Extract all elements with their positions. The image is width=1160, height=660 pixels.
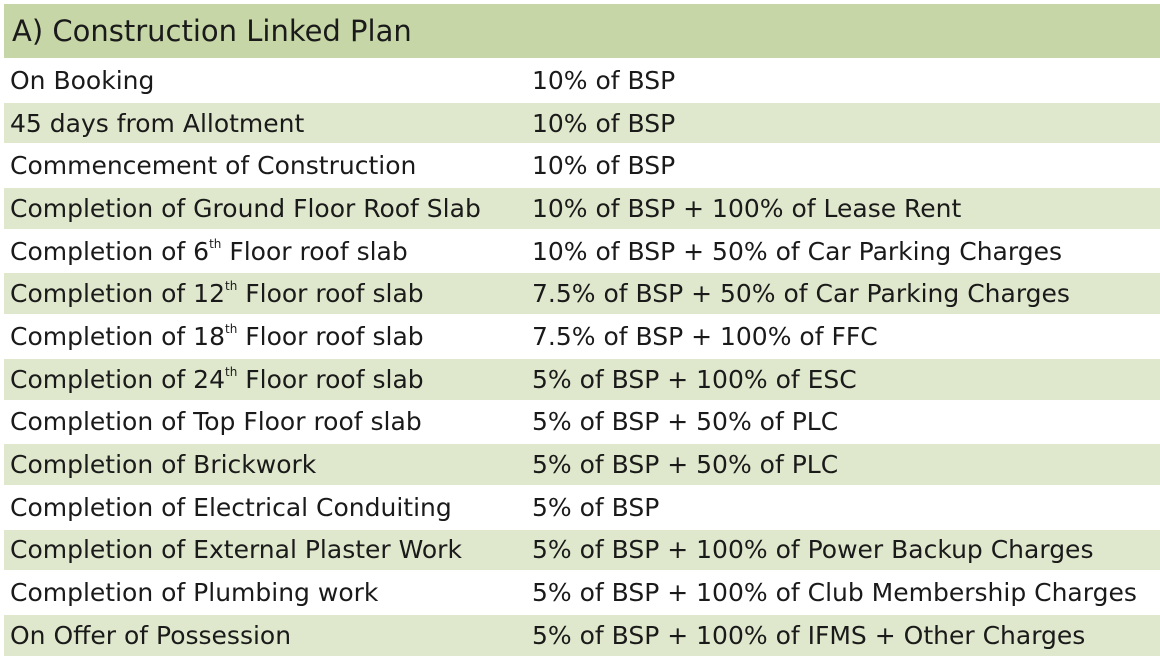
cell-text: 5% of BSP + 50% of PLC [532,407,839,437]
cell-text: On Offer of Possession [10,620,292,650]
cell-text: 10% of BSP [532,151,676,181]
cell-text: 5% of BSP + 50% of PLC [532,450,839,480]
table-row: Completion of 12th Floor roof slab 7.5% o… [4,273,1160,315]
milestone-cell: Commencement of Construction [4,151,524,180]
cell-text: Completion of Electrical Conduiting [10,492,452,522]
payment-cell: 5% of BSP + 50% of PLC [524,407,1160,436]
milestone-cell: 45 days from Allotment [4,109,524,138]
payment-cell: 10% of BSP + 50% of Car Parking Charges [524,237,1160,266]
payment-cell: 5% of BSP + 100% of Club Membership Char… [524,578,1160,607]
payment-cell: 7.5% of BSP + 100% of FFC [524,322,1160,351]
superscript: th [225,321,238,336]
cell-text: 7.5% of BSP + 50% of Car Parking Charges [532,279,1070,309]
superscript: th [225,364,238,379]
table-row: Completion of Ground Floor Roof Slab 10% … [4,188,1160,229]
cell-text: 7.5% of BSP + 100% of FFC [532,321,878,351]
milestone-cell: On Offer of Possession [4,621,524,650]
table-row: On Offer of Possession 5% of BSP + 100% o… [4,614,1160,656]
cell-text: 10% of BSP + 50% of Car Parking Charges [532,236,1062,266]
cell-text: Completion of 6 [10,236,210,266]
cell-text: 45 days from Allotment [10,108,305,138]
table-row: On Booking 10% of BSP [4,60,1160,101]
payment-cell: 10% of BSP [524,109,1160,138]
milestone-cell: Completion of 12th Floor roof slab [4,279,524,308]
payment-cell: 5% of BSP [524,493,1160,522]
cell-text: Completion of Plumbing work [10,578,379,608]
cell-text: Completion of 12 [10,279,225,309]
milestone-cell: Completion of External Plaster Work [4,535,524,564]
cell-text: 10% of BSP [532,65,676,95]
cell-text: 10% of BSP [532,108,676,138]
payment-plan-table: A) Construction Linked Plan On Booking 10… [4,4,1160,660]
payment-cell: 5% of BSP + 100% of ESC [524,365,1160,394]
cell-text: 10% of BSP + 100% of Lease Rent [532,193,962,223]
payment-cell: 5% of BSP + 100% of Power Backup Charges [524,535,1160,564]
table-row: Completion of Brickwork 5% of BSP + 50% o… [4,444,1160,485]
milestone-cell: Completion of 6th Floor roof slab [4,237,524,266]
milestone-cell: Completion of 18th Floor roof slab [4,322,524,351]
superscript: th [209,236,222,251]
payment-cell: 10% of BSP [524,66,1160,95]
table-row: Completion of Top Floor roof slab 5% of B… [4,402,1160,443]
cell-text: On Booking [10,65,155,95]
table-row: Completion of Plumbing work 5% of BSP + 1… [4,572,1160,613]
cell-text: Floor roof slab [237,321,424,351]
table-row: Completion of 18th Floor roof slab 7.5% o… [4,316,1160,357]
table-row: Completion of 6th Floor roof slab 10% of … [4,231,1160,272]
cell-text: Completion of 18 [10,321,225,351]
cell-text: 5% of BSP + 100% of Club Membership Char… [532,578,1137,608]
milestone-cell: Completion of 24th Floor roof slab [4,365,524,394]
cell-text: Floor roof slab [221,236,408,266]
milestone-cell: On Booking [4,66,524,95]
table-row: Completion of Electrical Conduiting 5% of… [4,487,1160,528]
cell-text: Commencement of Construction [10,151,417,181]
cell-text: Completion of 24 [10,364,225,394]
cell-text: 5% of BSP + 100% of ESC [532,364,857,394]
cell-text: Floor roof slab [237,279,424,309]
table-row: Commencement of Construction 10% of BSP [4,145,1160,186]
table-row: Completion of External Plaster Work 5% of… [4,529,1160,571]
cell-text: Completion of Brickwork [10,450,317,480]
payment-cell: 5% of BSP + 100% of IFMS + Other Charges [524,621,1160,650]
payment-cell: 7.5% of BSP + 50% of Car Parking Charges [524,279,1160,308]
cell-text: Completion of External Plaster Work [10,535,462,565]
cell-text: 5% of BSP + 100% of Power Backup Charges [532,535,1094,565]
milestone-cell: Completion of Electrical Conduiting [4,493,524,522]
table-row: Completion of 24th Floor roof slab 5% of … [4,358,1160,400]
cell-text: Completion of Top Floor roof slab [10,407,422,437]
milestone-cell: Completion of Plumbing work [4,578,524,607]
payment-cell: 5% of BSP + 50% of PLC [524,450,1160,479]
payment-cell: 10% of BSP [524,151,1160,180]
milestone-cell: Completion of Ground Floor Roof Slab [4,194,524,223]
milestone-cell: Completion of Top Floor roof slab [4,407,524,436]
cell-text: 5% of BSP [532,492,660,522]
cell-text: Completion of Ground Floor Roof Slab [10,193,481,223]
milestone-cell: Completion of Brickwork [4,450,524,479]
table-title: A) Construction Linked Plan [4,4,1160,58]
table-body: On Booking 10% of BSP 45 days from Allotme… [4,60,1160,656]
cell-text: 5% of BSP + 100% of IFMS + Other Charges [532,620,1086,650]
superscript: th [225,279,238,294]
cell-text: Floor roof slab [237,364,424,394]
payment-cell: 10% of BSP + 100% of Lease Rent [524,194,1160,223]
table-row: 45 days from Allotment 10% of BSP [4,102,1160,144]
